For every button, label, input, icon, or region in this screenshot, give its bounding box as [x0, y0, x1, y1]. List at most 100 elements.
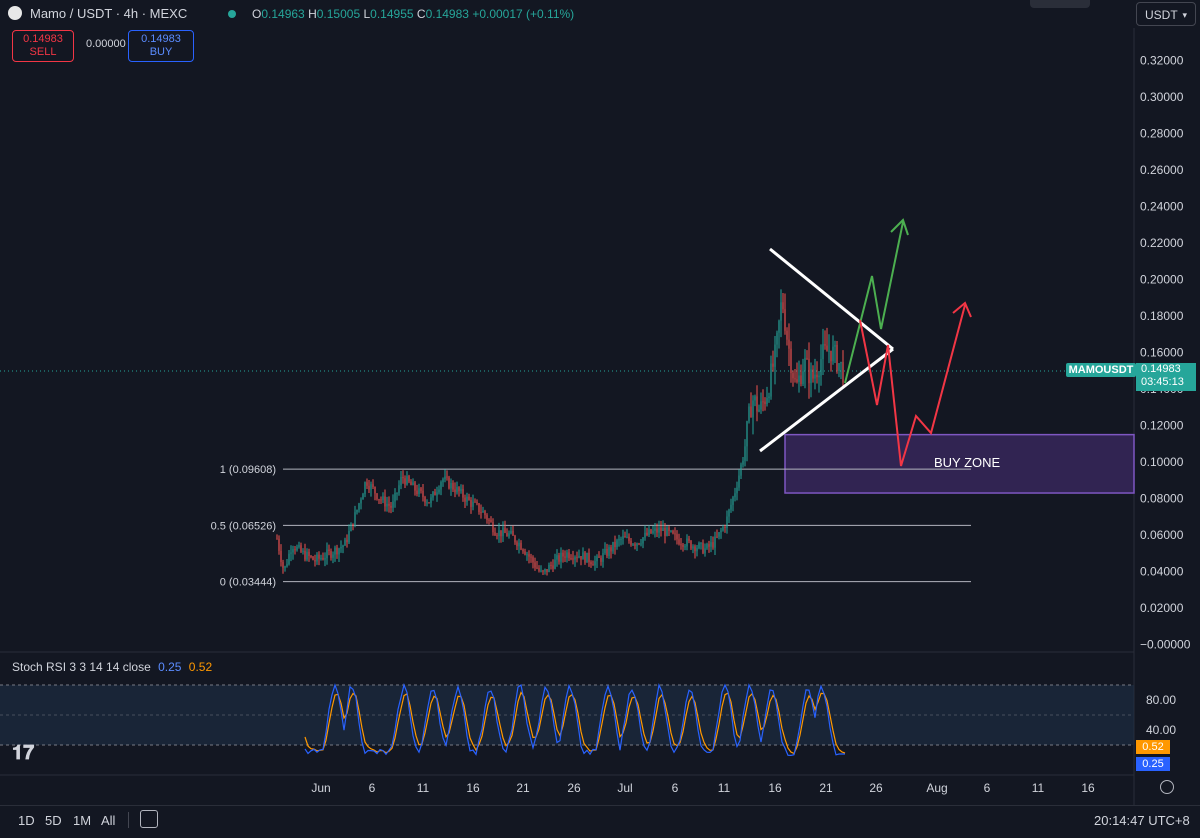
candle-body [430, 497, 432, 504]
candle-body [512, 530, 514, 536]
calendar-icon[interactable] [140, 810, 158, 828]
candle-body [368, 485, 370, 490]
candle-body [632, 544, 634, 546]
candle-body [636, 543, 638, 546]
price-tick-label: 0.16000 [1140, 346, 1184, 360]
candle-body [396, 492, 398, 494]
candle-body [364, 482, 366, 495]
stoch-rsi-legend[interactable]: Stoch RSI 3 3 14 14 close 0.25 0.52 [12, 660, 212, 674]
candle-body [680, 544, 682, 546]
stoch-rsi-title: Stoch RSI 3 3 14 14 close [12, 660, 151, 674]
candle-body [436, 492, 438, 496]
candle-body [658, 527, 660, 533]
fib-retracement[interactable]: 1 (0.09608) 0.5 (0.06526) 0 (0.03444) [211, 464, 971, 589]
candle-body [386, 503, 388, 507]
triangle-upper-line[interactable] [769, 247, 894, 351]
candle-body [334, 547, 336, 555]
candle-body [640, 543, 642, 545]
price-tick-label: 0.02000 [1140, 601, 1184, 615]
candle-body [620, 538, 622, 540]
buy-button[interactable]: 0.14983 BUY [128, 30, 194, 62]
candle-body [486, 515, 488, 520]
candle-body [750, 406, 752, 418]
candle-body [662, 527, 664, 531]
candle-body [654, 528, 656, 531]
candle-body [742, 460, 744, 465]
candle-body [586, 552, 588, 563]
candle-body [538, 568, 540, 571]
candle-body [778, 320, 780, 333]
candle-body [676, 534, 678, 540]
candle-body [624, 536, 626, 538]
candle-body [668, 527, 670, 531]
price-tick-label: 0.10000 [1140, 455, 1184, 469]
candle-body [318, 554, 320, 559]
candle-body [514, 535, 516, 543]
candle-body [540, 570, 542, 572]
candle-body [294, 549, 296, 551]
timeframe-all[interactable]: All [101, 813, 116, 828]
triangle-lower-line[interactable] [759, 347, 894, 453]
sell-button[interactable]: 0.14983 SELL [12, 30, 74, 62]
tradingview-logo[interactable]: 𝟏𝟕 [12, 742, 35, 764]
candle-body [686, 538, 688, 547]
candle-body [736, 487, 738, 494]
bearish-path[interactable] [859, 304, 966, 467]
gear-icon[interactable] [1160, 780, 1174, 794]
timeframe-1d[interactable]: 1D [18, 813, 35, 828]
candle-body [326, 549, 328, 559]
sell-label: SELL [29, 46, 57, 58]
candle-body [358, 503, 360, 510]
candle-body [700, 542, 702, 544]
candle-body [656, 528, 658, 533]
toolbar-divider [128, 812, 129, 828]
candle-body [602, 553, 604, 562]
candle-body [610, 547, 612, 552]
candle-body [712, 542, 714, 548]
buy-zone-rect[interactable] [784, 433, 1135, 494]
price-tick-label: 0.12000 [1140, 419, 1184, 433]
time-tick-label: 26 [567, 781, 581, 795]
candle-body [424, 497, 426, 503]
symbol-title[interactable]: Mamo / USDT · 4h · MEXC [30, 6, 188, 21]
candle-body [764, 401, 766, 404]
candle-body [490, 519, 492, 522]
candle-body [554, 559, 556, 569]
candle-body [592, 564, 594, 566]
candle-body [544, 569, 546, 572]
candle-body [484, 511, 486, 516]
current-price-label: 0.14983 03:45:13 [1136, 363, 1196, 391]
candle-body [756, 396, 758, 412]
buy-label: BUY [149, 46, 173, 58]
candle-body [752, 400, 754, 418]
stoch-tick-label: 80.00 [1146, 693, 1176, 707]
candle-body [758, 409, 760, 412]
currency-select[interactable]: USDT ▾ [1136, 2, 1196, 26]
candle-body [774, 344, 776, 367]
candle-body [746, 421, 748, 447]
price-tick-label: 0.22000 [1140, 236, 1184, 250]
time-axis: Jun 6 11 16 21 26 Jul 6 11 16 21 26 Aug 6 11 16 [311, 781, 1095, 795]
bullish-path[interactable] [844, 221, 904, 384]
candle-body [522, 549, 524, 552]
candle-body [816, 374, 818, 378]
candle-body [418, 488, 420, 495]
candle-body [578, 556, 580, 558]
candle-body [702, 542, 704, 554]
candle-body [782, 302, 784, 310]
timeframe-5d[interactable]: 5D [45, 813, 62, 828]
candle-body [628, 536, 630, 541]
market-status-dot [228, 10, 236, 18]
candle-body [470, 500, 472, 507]
toolbar-tab[interactable] [1030, 0, 1090, 8]
candle-body [452, 483, 454, 490]
stoch-k-tag: 0.25 [1136, 757, 1170, 771]
time-tick-label: 11 [417, 781, 430, 795]
candle-body [376, 493, 378, 500]
clock[interactable]: 20:14:47 UTC+8 [1094, 813, 1190, 828]
timeframe-1m[interactable]: 1M [73, 813, 92, 828]
candle-body [786, 330, 788, 340]
candle-body [370, 484, 372, 490]
candle-body [672, 530, 674, 534]
